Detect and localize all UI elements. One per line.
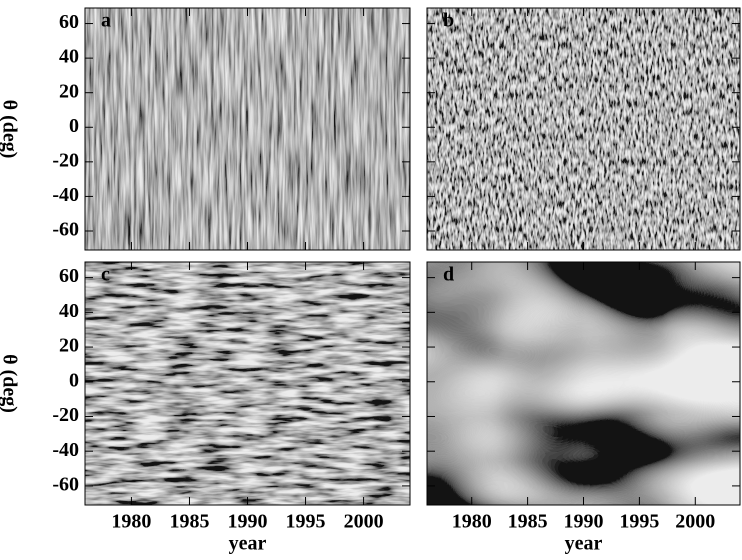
x-tick-label: 1990 [564,511,604,533]
x-tick-label: 1985 [508,511,548,533]
y-tick-label: 60 [59,265,79,287]
y-axis-label: θ (deg) [0,100,20,159]
y-tick-label: 20 [59,80,79,102]
image-texture [427,8,740,250]
x-tick-label: 2000 [344,511,384,533]
x-axis-label: year [229,533,267,555]
image-texture [85,8,410,250]
image-texture [85,262,410,505]
y-tick-label: -20 [52,404,79,426]
image-texture [427,262,740,505]
y-tick-label: -20 [52,149,79,171]
x-axis-label: year [565,533,603,555]
y-tick-label: 20 [59,335,79,357]
y-tick-label: -40 [52,184,79,206]
x-tick-label: 1995 [286,511,326,533]
x-tick-label: 2000 [675,511,715,533]
x-tick-label: 1980 [111,511,151,533]
y-tick-label: 60 [59,11,79,33]
x-tick-label: 1980 [452,511,492,533]
y-tick-label: 0 [69,369,79,391]
y-tick-label: 0 [69,115,79,137]
x-tick-label: 1985 [169,511,209,533]
panel-label: c [101,264,110,286]
panel-label: d [443,264,454,286]
y-tick-label: -40 [52,439,79,461]
x-tick-label: 1995 [619,511,659,533]
panel-label: a [101,10,111,32]
y-tick-label: -60 [52,219,79,241]
y-tick-label: 40 [59,46,79,68]
panel-label: b [443,10,454,32]
y-tick-label: -60 [52,474,79,496]
x-tick-label: 1990 [228,511,268,533]
y-axis-label: θ (deg) [0,354,20,413]
y-tick-label: 40 [59,300,79,322]
